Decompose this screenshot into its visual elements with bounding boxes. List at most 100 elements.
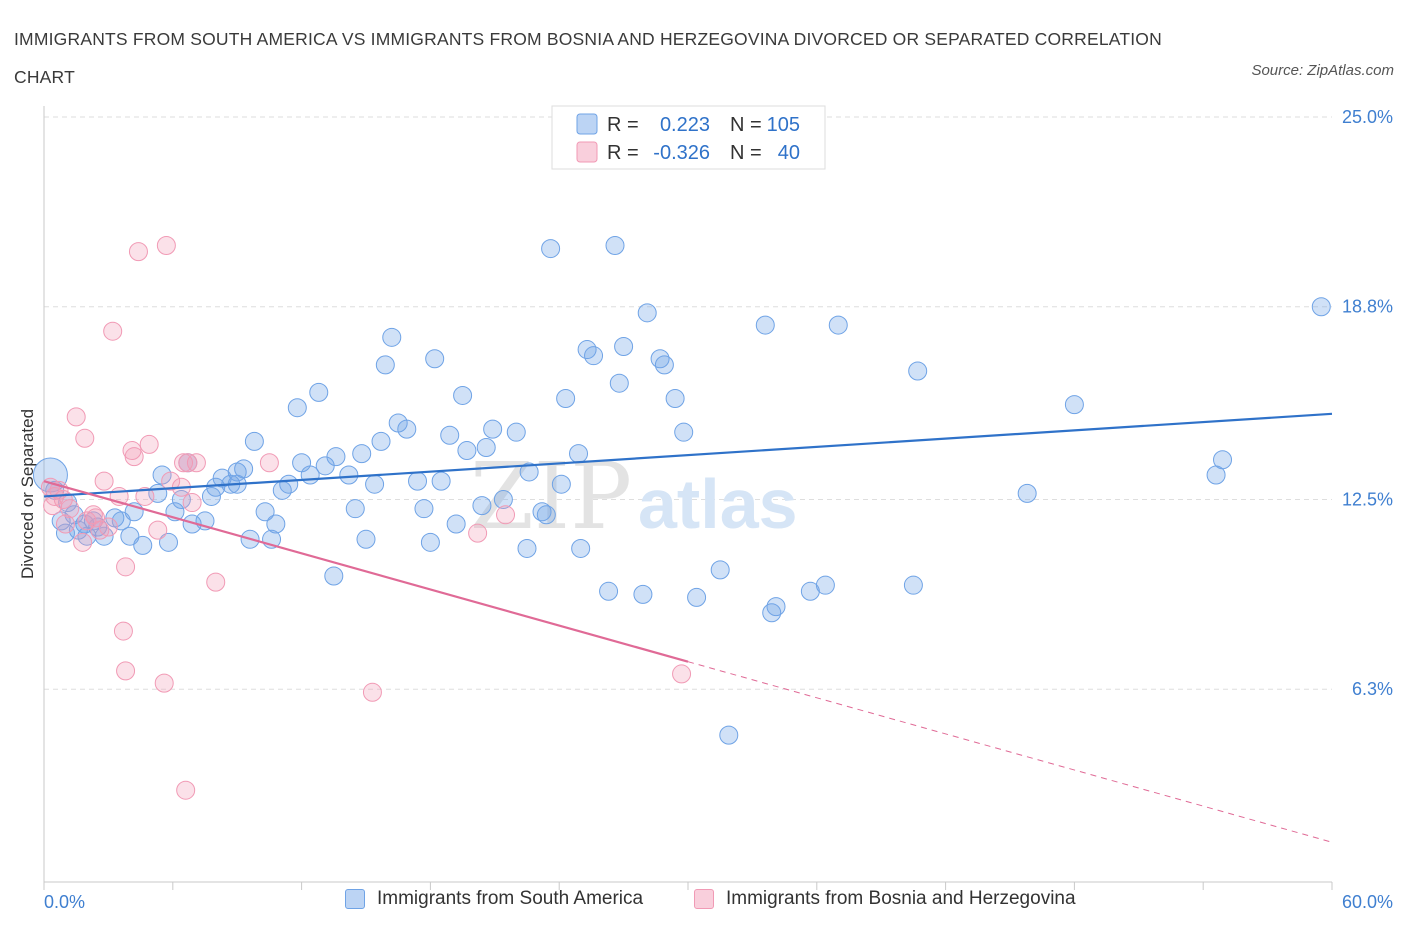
point-south-america-56 bbox=[408, 471, 428, 491]
point-south-america-83 bbox=[609, 373, 629, 393]
point-bosnia-35 bbox=[186, 453, 206, 473]
legend-item-south-america: Immigrants from South America bbox=[345, 888, 643, 910]
point-bosnia-25 bbox=[139, 434, 159, 454]
point-south-america-39 bbox=[287, 398, 307, 418]
source-label: Source: ZipAtlas.com bbox=[1251, 62, 1394, 79]
point-south-america-106 bbox=[1311, 297, 1331, 317]
point-south-america-47 bbox=[345, 499, 365, 519]
point-bosnia-24 bbox=[135, 486, 155, 506]
point-south-america-57 bbox=[414, 499, 434, 519]
legend-swatch-pink bbox=[576, 141, 598, 163]
point-south-america-48 bbox=[352, 444, 372, 464]
point-south-america-14 bbox=[120, 526, 140, 546]
point-bosnia-18 bbox=[113, 621, 133, 641]
point-south-america-45 bbox=[326, 447, 346, 467]
y-tick-labels: 6.3% 12.5% 18.8% 25.0% bbox=[1342, 107, 1393, 699]
chart-title: IMMIGRANTS FROM SOUTH AMERICA VS IMMIGRA… bbox=[14, 29, 1162, 87]
legend-r-value-2: -0.326 bbox=[653, 142, 710, 164]
point-south-america-33 bbox=[244, 431, 264, 451]
legend-item-bosnia: Immigrants from Bosnia and Herzegovina bbox=[694, 888, 1076, 910]
point-south-america-96 bbox=[766, 597, 786, 617]
point-south-america-82 bbox=[605, 236, 625, 256]
point-south-america-36 bbox=[266, 514, 286, 534]
legend-n-label-2: N = bbox=[730, 142, 762, 164]
point-south-america-50 bbox=[365, 474, 385, 494]
legend-n-label-1: N = bbox=[730, 114, 762, 136]
point-south-america-86 bbox=[637, 303, 657, 323]
point-south-america-63 bbox=[453, 385, 473, 405]
point-south-america-102 bbox=[1017, 483, 1037, 503]
point-south-america-55 bbox=[397, 419, 417, 439]
x-ticks bbox=[43, 882, 1333, 890]
point-south-america-58 bbox=[420, 532, 440, 552]
x-tick-label-min: 0.0% bbox=[44, 892, 85, 912]
point-south-america-51 bbox=[371, 431, 391, 451]
point-south-america-44 bbox=[324, 566, 344, 586]
point-south-america-89 bbox=[665, 389, 685, 409]
point-bosnia-29 bbox=[161, 471, 181, 491]
legend-n-value-2: 40 bbox=[778, 142, 800, 164]
point-south-america-101 bbox=[908, 361, 928, 381]
stats-legend: R = 0.223 N = 105 R = -0.326 N = 40 bbox=[551, 105, 826, 170]
point-bosnia-14 bbox=[94, 471, 114, 491]
point-south-america-85 bbox=[633, 584, 653, 604]
point-south-america-73 bbox=[536, 505, 556, 525]
point-south-america-42 bbox=[309, 382, 329, 402]
point-bosnia-27 bbox=[154, 673, 174, 693]
point-south-america-103 bbox=[1064, 395, 1084, 415]
y-tick-label-3: 25.0% bbox=[1342, 107, 1393, 127]
legend-r-value-1: 0.223 bbox=[660, 114, 710, 136]
point-south-america-100 bbox=[903, 575, 923, 595]
point-south-america-68 bbox=[493, 490, 513, 509]
point-bosnia-16 bbox=[103, 321, 123, 341]
point-south-america-81 bbox=[599, 581, 619, 601]
point-south-america-92 bbox=[710, 560, 730, 580]
point-south-america-52 bbox=[375, 355, 395, 375]
point-south-america-25 bbox=[201, 486, 221, 506]
trend-line-south-america bbox=[43, 412, 1333, 498]
point-bosnia-12 bbox=[86, 508, 106, 528]
point-bosnia-5 bbox=[55, 514, 75, 534]
point-south-america-26 bbox=[206, 477, 226, 497]
y-tick-label-2: 18.8% bbox=[1342, 297, 1393, 317]
point-south-america-16 bbox=[133, 535, 153, 555]
point-south-america-69 bbox=[506, 422, 526, 442]
watermark-atlas: atlas bbox=[638, 465, 798, 543]
point-south-america-91 bbox=[687, 587, 707, 607]
point-south-america-19 bbox=[159, 532, 179, 552]
point-bosnia-20 bbox=[116, 557, 136, 577]
legend-label-south-america: Immigrants from South America bbox=[377, 888, 644, 909]
legend-swatch-south-america bbox=[345, 889, 365, 909]
y-axis-label: Divorced or Separated bbox=[18, 409, 37, 579]
point-south-america-84 bbox=[614, 337, 634, 356]
point-south-america-90 bbox=[674, 422, 694, 442]
legend-swatch-bosnia bbox=[694, 889, 714, 909]
point-south-america-23 bbox=[182, 514, 202, 534]
point-south-america-60 bbox=[431, 471, 451, 491]
point-south-america-61 bbox=[440, 425, 460, 445]
point-bosnia-7 bbox=[66, 407, 86, 427]
point-south-america-71 bbox=[519, 462, 539, 482]
legend-swatch-blue bbox=[576, 113, 598, 135]
x-tick-label-max: 60.0% bbox=[1342, 892, 1393, 912]
point-south-america-62 bbox=[446, 514, 466, 534]
point-bosnia-36 bbox=[206, 572, 226, 592]
y-tick-label-0: 6.3% bbox=[1352, 679, 1393, 699]
trend-lines bbox=[43, 412, 1333, 843]
point-south-america-38 bbox=[279, 474, 299, 494]
point-bosnia-8 bbox=[73, 532, 93, 552]
point-bosnia-40 bbox=[496, 505, 516, 525]
point-south-america-99 bbox=[828, 315, 848, 335]
point-south-america-94 bbox=[755, 315, 775, 335]
point-south-america-93 bbox=[719, 725, 739, 745]
point-bosnia-15 bbox=[98, 517, 118, 537]
point-bosnia-34 bbox=[182, 493, 202, 513]
watermark-zip: ZIP bbox=[470, 443, 632, 550]
y-tick-label-1: 12.5% bbox=[1342, 490, 1393, 510]
point-south-america-46 bbox=[339, 465, 359, 485]
point-bosnia-6 bbox=[60, 499, 80, 519]
trend-line-bosnia bbox=[43, 480, 689, 663]
point-bosnia-28 bbox=[156, 236, 176, 256]
point-south-america-80 bbox=[584, 346, 604, 366]
